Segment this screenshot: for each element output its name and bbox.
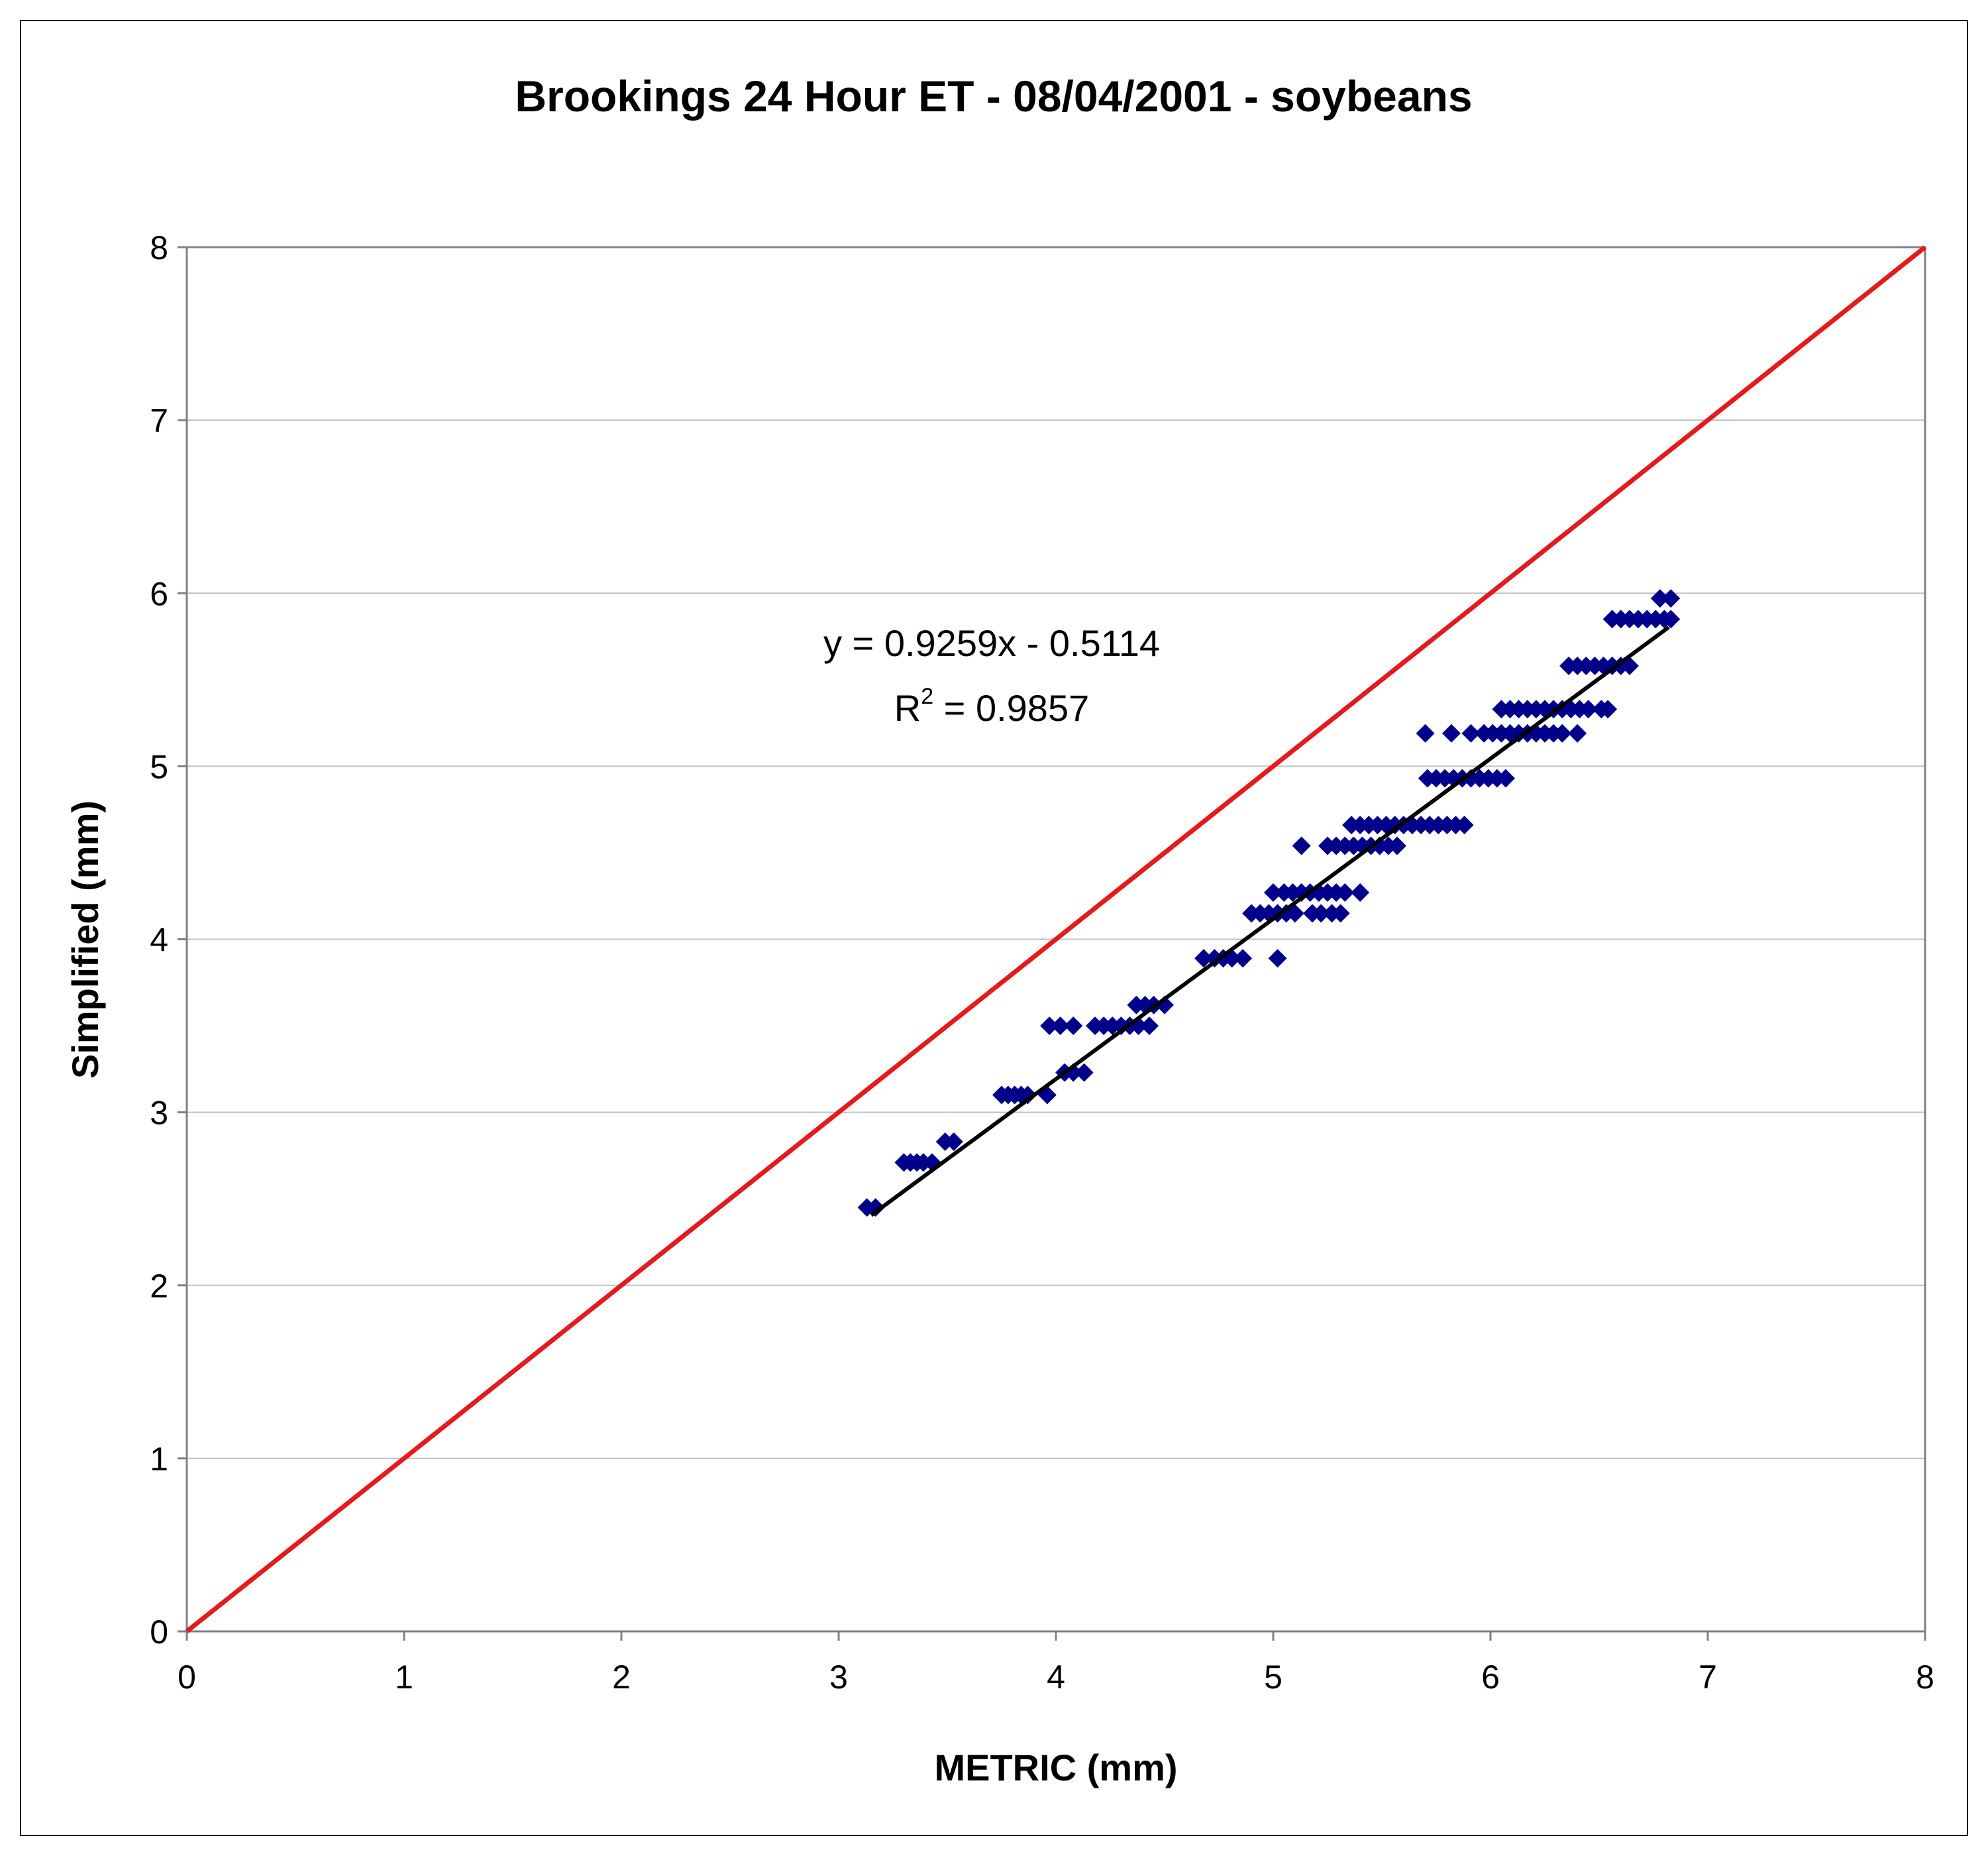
data-point-104	[1553, 724, 1572, 743]
y-tick-label-3: 3	[150, 1095, 168, 1132]
data-point-105	[1568, 724, 1587, 743]
data-point-136	[1661, 589, 1681, 608]
x-tick-label-8: 8	[1916, 1659, 1934, 1696]
y-tick-label-7: 7	[150, 402, 168, 439]
data-point-94	[1461, 724, 1481, 743]
y-tick-label-5: 5	[150, 748, 168, 785]
x-tick-label-6: 6	[1481, 1659, 1500, 1696]
data-point-17	[1064, 1016, 1083, 1036]
x-tick-label-2: 2	[612, 1659, 631, 1696]
data-point-57	[1351, 883, 1370, 902]
data-point-118	[1598, 700, 1618, 719]
data-point-36	[1233, 949, 1253, 968]
r-squared-superscript: 2	[921, 684, 933, 709]
x-tick-label-1: 1	[395, 1659, 413, 1696]
data-point-134	[1661, 610, 1681, 629]
data-point-20	[1074, 1063, 1094, 1082]
r-squared-r: R	[894, 687, 921, 729]
data-point-8	[944, 1132, 963, 1152]
data-point-91	[1496, 769, 1515, 788]
data-point-32	[1194, 949, 1214, 968]
trendline-equation: y = 0.9259x - 0.5114	[823, 622, 1160, 664]
x-tick-label-5: 5	[1264, 1659, 1282, 1696]
y-axis-ticks: 0 1 2 3 4 5 6 7 8	[150, 229, 187, 1651]
data-point-13	[1018, 1085, 1037, 1105]
x-axis-title: METRIC (mm)	[934, 1747, 1177, 1788]
y-axis-title: Simplified (mm)	[64, 800, 106, 1079]
data-point-47	[1331, 904, 1350, 923]
y-tick-label-4: 4	[150, 922, 168, 959]
chart-title: Brookings 24 Hour ET - 08/04/2001 - soyb…	[515, 72, 1472, 121]
x-tick-label-3: 3	[829, 1659, 848, 1696]
y-tick-label-1: 1	[150, 1441, 168, 1478]
data-point-16	[1051, 1016, 1070, 1036]
data-point-116	[1579, 700, 1598, 719]
data-point-27	[1140, 1016, 1159, 1036]
x-tick-label-7: 7	[1699, 1659, 1717, 1696]
data-point-45	[1312, 904, 1331, 923]
chart-frame	[20, 20, 1968, 1836]
data-point-56	[1335, 883, 1355, 902]
data-points	[857, 589, 1681, 1217]
y-tick-label-0: 0	[150, 1613, 168, 1651]
data-point-135	[1650, 589, 1669, 608]
r-squared-label: R2 = 0.9857	[894, 684, 1089, 729]
x-axis-ticks: 0 1 2 3 4 5 6 7 8	[178, 1631, 1934, 1696]
data-point-1	[866, 1198, 885, 1217]
r-squared-value: = 0.9857	[933, 687, 1089, 729]
y-tick-label-6: 6	[150, 575, 168, 612]
x-tick-label-4: 4	[1047, 1659, 1065, 1696]
data-point-15	[1040, 1016, 1059, 1036]
data-point-37	[1268, 949, 1287, 968]
y-tick-label-2: 2	[150, 1268, 168, 1305]
data-point-81	[1455, 816, 1474, 835]
data-point-93	[1441, 724, 1461, 743]
one-to-one-line	[185, 245, 1927, 1633]
trendline	[870, 626, 1670, 1217]
x-tick-label-0: 0	[178, 1659, 196, 1696]
data-point-48	[1264, 883, 1282, 902]
y-tick-label-8: 8	[150, 229, 168, 266]
data-point-67	[1387, 836, 1406, 855]
data-point-58	[1292, 836, 1311, 855]
data-point-92	[1416, 724, 1435, 743]
